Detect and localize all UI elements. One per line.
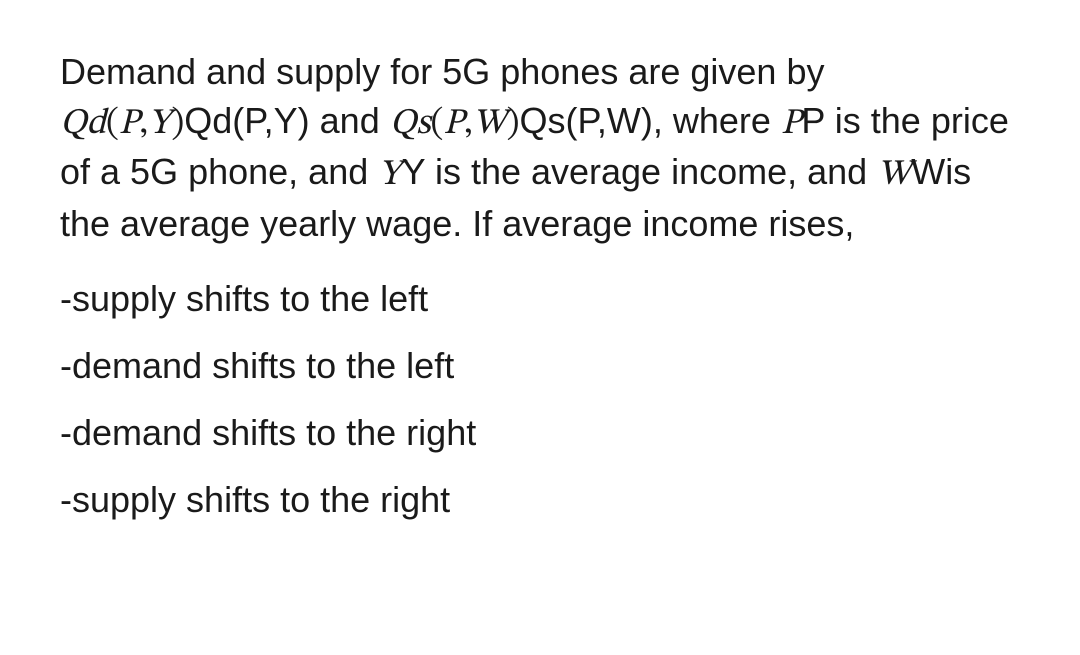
math-qs-w: W [473,106,507,142]
question-mid2: , where [653,100,781,141]
math-qs-plain: Qs(P,W) [520,100,653,141]
question-mid4: is the average income, and [425,151,877,192]
option-3: -demand shifts to the right [60,410,1020,455]
math-qd-comma: , [139,106,148,142]
math-qs-open: ( [431,106,444,142]
options-block: -supply shifts to the left -demand shift… [60,276,1020,522]
question-block: Demand and supply for 5G phones are give… [60,48,1020,522]
option-4: -supply shifts to the right [60,477,1020,522]
question-mid1: and [310,100,390,141]
math-qs-comma: , [464,106,473,142]
math-qd-y: Y [148,106,171,142]
math-qd-p: P [119,106,139,142]
option-1: -supply shifts to the left [60,276,1020,321]
math-p-italic: P [781,106,801,142]
math-w-italic: W [877,157,911,193]
math-qd-plain: Qd(P,Y) [184,100,309,141]
math-qd-italic: Qd [60,106,106,142]
math-qs-close: ) [507,106,520,142]
math-qs-p: P [443,106,463,142]
math-qs-italic: Qs [390,106,431,142]
math-qd-open: ( [106,106,119,142]
math-y-italic: Y [378,157,401,193]
math-p-plain: P [801,100,824,141]
question-pre1: Demand and supply for 5G phones are give… [60,51,824,92]
math-y-plain: Y [402,151,425,192]
question-text: Demand and supply for 5G phones are give… [60,48,1020,248]
option-2: -demand shifts to the left [60,343,1020,388]
math-qd-close: ) [171,106,184,142]
math-w-plain: W [911,151,945,192]
